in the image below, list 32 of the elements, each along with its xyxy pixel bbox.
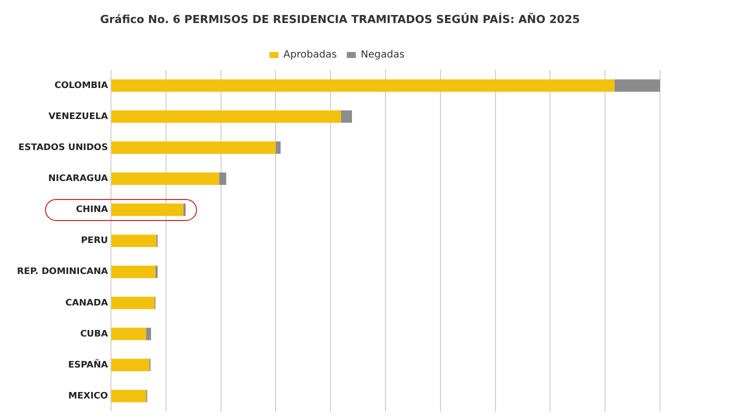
- y-tick-label: NICARAGUA: [48, 174, 108, 184]
- bar: [111, 358, 150, 372]
- bar: [183, 204, 186, 216]
- y-tick-label: CUBA: [80, 329, 108, 340]
- bar: [146, 328, 152, 340]
- bar: [111, 204, 184, 216]
- bar: [111, 110, 341, 123]
- y-tick-label: CHINA: [76, 205, 108, 216]
- y-tick-label: VENEZUELA: [48, 112, 108, 122]
- bar: [111, 390, 146, 402]
- bar: [111, 296, 154, 310]
- bar: [111, 141, 276, 154]
- y-tick-label: REP. DOMINICANA: [16, 267, 108, 278]
- bar: [155, 266, 158, 278]
- legend-label: Negadas: [360, 50, 405, 61]
- chart-title: Gráfico No. 6 PERMISOS DE RESIDENCIA TRAMITADOS SEGÚN PAÍS: AÑO 2025: [99, 12, 581, 27]
- bar: [219, 172, 226, 185]
- bar: [111, 234, 157, 248]
- bar: [341, 110, 352, 123]
- bar: [276, 141, 281, 154]
- bar: [614, 79, 660, 92]
- y-tick-label: PERU: [80, 236, 108, 246]
- y-tick-label: ESTADOS UNIDOS: [18, 142, 108, 153]
- bar: [111, 79, 614, 92]
- y-tick-label: ESPAÑA: [68, 358, 108, 370]
- legend-label: Aprobadas: [283, 50, 337, 61]
- y-tick-label: MEXICO: [68, 391, 108, 402]
- y-tick-label: COLOMBIA: [54, 80, 108, 91]
- bar: [111, 328, 146, 340]
- bar: [111, 172, 220, 185]
- y-tick-label: CANADA: [65, 298, 108, 308]
- bar: [111, 266, 156, 278]
